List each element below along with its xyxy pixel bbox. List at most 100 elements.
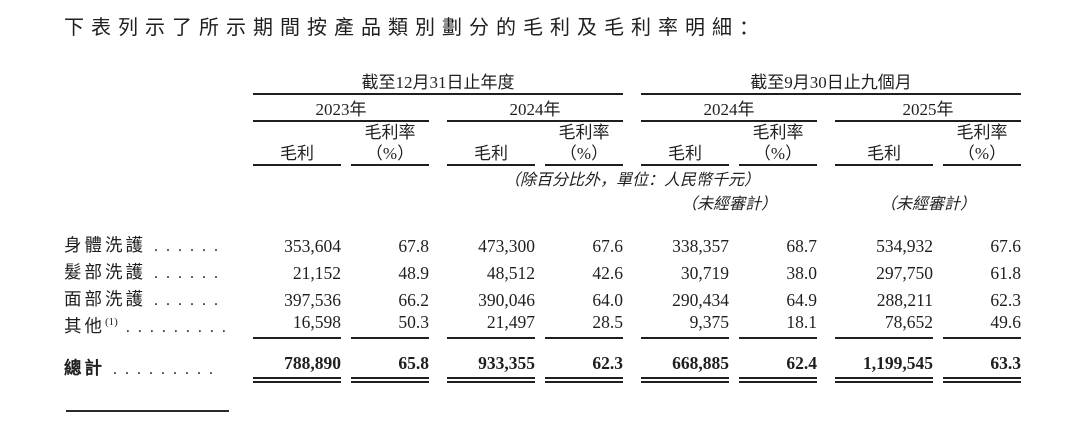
gp-2025-9m: 534,932 xyxy=(876,236,933,256)
gp-2024-9m: 290,434 xyxy=(672,290,729,310)
margin-2025-9m: 62.3 xyxy=(990,290,1021,310)
subheader-gross-profit: 毛利 xyxy=(641,121,729,166)
dot-leader: . . . . . . xyxy=(154,265,220,282)
row-label: 其他(1) . . . . . . . . . xyxy=(64,311,253,338)
margin-unit-label: （%） xyxy=(559,144,609,163)
total-margin-2025-9m: 63.3 xyxy=(943,338,1021,383)
year-header-2023: 2023年 xyxy=(253,94,429,122)
table-row-others: 其他(1) . . . . . . . . . 16,598 50.3 21,49… xyxy=(64,311,1021,339)
unaudited-note-2024: （未經審計） xyxy=(680,196,777,213)
margin-2024-9m: 68.7 xyxy=(786,236,817,256)
margin-2023: 66.2 xyxy=(398,290,429,310)
margin-unit-label: （%） xyxy=(957,144,1007,163)
margin-label: 毛利率 xyxy=(956,123,1008,142)
total-gp-2024-9m: 668,885 xyxy=(641,338,729,383)
gross-profit-label: 毛利 xyxy=(280,144,314,163)
period-header-fy: 截至12月31日止年度 xyxy=(253,68,623,95)
margin-unit-label: （%） xyxy=(365,144,415,163)
year-header-2024-9m: 2024年 xyxy=(641,94,817,122)
gp-2024-9m: 9,375 xyxy=(641,311,729,339)
margin-2024: 67.6 xyxy=(592,236,623,256)
margin-2024-9m: 38.0 xyxy=(786,263,817,283)
year-header-row: 2023年 2024年 2024年 2025年 xyxy=(64,94,1021,122)
table-row-body-care: 身體洗護 . . . . . . 353,604 67.8 473,300 67.… xyxy=(64,230,1021,257)
margin-2023: 67.8 xyxy=(398,236,429,256)
margin-label: 毛利率 xyxy=(558,123,610,142)
dot-leader: . . . . . . . . . xyxy=(113,361,215,378)
gp-2024: 21,497 xyxy=(447,311,535,339)
document-page: 下表列示了所示期間按產品類別劃分的毛利及毛利率明細： 截至12月31日止年度 截… xyxy=(64,17,1021,412)
margin-2025-9m: 61.8 xyxy=(990,263,1021,283)
row-label: 面部洗護 . . . . . . xyxy=(64,284,253,311)
total-gp-2025-9m: 1,199,545 xyxy=(835,338,933,383)
gp-2023: 353,604 xyxy=(284,236,341,256)
header-spacer xyxy=(64,68,253,94)
gross-profit-label: 毛利 xyxy=(474,144,508,163)
category-name: 身體洗護 xyxy=(64,235,146,255)
subheader-margin: 毛利率 （%） xyxy=(351,121,429,166)
subheader-gross-profit: 毛利 xyxy=(835,121,933,166)
period-header-9m: 截至9月30日止九個月 xyxy=(641,68,1021,95)
margin-2023: 50.3 xyxy=(351,311,429,339)
gross-profit-table: 截至12月31日止年度 截至9月30日止九個月 2023年 2024年 2024… xyxy=(64,68,1021,383)
unaudited-note-row: （未經審計） （未經審計） xyxy=(64,190,1021,214)
gp-2024: 390,046 xyxy=(478,290,535,310)
margin-2024: 28.5 xyxy=(545,311,623,339)
total-gp-2024: 933,355 xyxy=(447,338,535,383)
dot-leader: . . . . . . . . . xyxy=(125,319,228,336)
gross-profit-label: 毛利 xyxy=(668,144,702,163)
total-margin-2023: 65.8 xyxy=(351,338,429,383)
margin-unit-label: （%） xyxy=(753,144,803,163)
margin-2023: 48.9 xyxy=(398,263,429,283)
dot-leader: . . . . . . xyxy=(154,238,220,255)
period-header-row: 截至12月31日止年度 截至9月30日止九個月 xyxy=(64,68,1021,95)
gp-2023: 21,152 xyxy=(292,263,341,283)
year-header-2024fy: 2024年 xyxy=(447,94,623,122)
gp-2023: 397,536 xyxy=(284,290,341,310)
total-label: 總計 xyxy=(64,358,105,378)
row-label: 髮部洗護 . . . . . . xyxy=(64,257,253,284)
gp-2025-9m: 297,750 xyxy=(876,263,933,283)
unit-note: （除百分比外，單位：人民幣千元） xyxy=(503,172,760,189)
gp-2025-9m: 78,652 xyxy=(835,311,933,339)
subheader-row: 毛利 毛利率 （%） 毛利 毛利率 （%） 毛利 毛利率 （% xyxy=(64,121,1021,166)
unit-note-row: （除百分比外，單位：人民幣千元） xyxy=(64,165,1021,190)
margin-2024-9m: 18.1 xyxy=(739,311,817,339)
margin-2024: 64.0 xyxy=(592,290,623,310)
table-row-hair-care: 髮部洗護. . . . . . 21,152 48.9 48,512 42.6 … xyxy=(64,257,1021,284)
spacer-row xyxy=(64,214,1021,230)
unaudited-note-2025: （未經審計） xyxy=(879,196,976,213)
gp-2025-9m: 288,211 xyxy=(876,290,933,310)
margin-2025-9m: 49.6 xyxy=(943,311,1021,339)
subheader-margin: 毛利率 （%） xyxy=(943,121,1021,166)
margin-label: 毛利率 xyxy=(364,123,416,142)
gross-profit-label: 毛利 xyxy=(867,144,901,163)
year-header-2025-9m: 2025年 xyxy=(835,94,1021,122)
margin-2024: 42.6 xyxy=(592,263,623,283)
category-name: 面部洗護 xyxy=(64,289,146,309)
margin-2025-9m: 67.6 xyxy=(990,236,1021,256)
group-gap xyxy=(623,68,641,94)
table-row-total: 總計 . . . . . . . . . 788,890 65.8 933,355… xyxy=(64,338,1021,383)
footnote-marker: (1) xyxy=(105,316,118,329)
subheader-gross-profit: 毛利 xyxy=(447,121,535,166)
total-margin-2024: 62.3 xyxy=(545,338,623,383)
margin-2024-9m: 64.9 xyxy=(786,290,817,310)
footnote-divider xyxy=(66,410,229,412)
intro-sentence: 下表列示了所示期間按產品類別劃分的毛利及毛利率明細： xyxy=(64,17,766,39)
category-name: 其他 xyxy=(64,316,105,336)
subheader-margin: 毛利率 （%） xyxy=(739,121,817,166)
table-row-facial-care: 面部洗護 . . . . . . 397,536 66.2 390,046 64.… xyxy=(64,284,1021,311)
gp-2024-9m: 30,719 xyxy=(680,263,729,283)
total-margin-2024-9m: 62.4 xyxy=(739,338,817,383)
dot-leader: . . . . . . xyxy=(154,292,220,309)
subheader-margin: 毛利率 （%） xyxy=(545,121,623,166)
row-label: 身體洗護 . . . . . . xyxy=(64,230,253,257)
gp-2023: 16,598 xyxy=(253,311,341,339)
subheader-gross-profit: 毛利 xyxy=(253,121,341,166)
category-name: 髮部洗護 xyxy=(64,262,146,282)
margin-label: 毛利率 xyxy=(752,123,804,142)
row-label: 總計 . . . . . . . . . xyxy=(64,338,253,380)
gp-2024: 48,512 xyxy=(486,263,535,283)
gp-2024: 473,300 xyxy=(478,236,535,256)
